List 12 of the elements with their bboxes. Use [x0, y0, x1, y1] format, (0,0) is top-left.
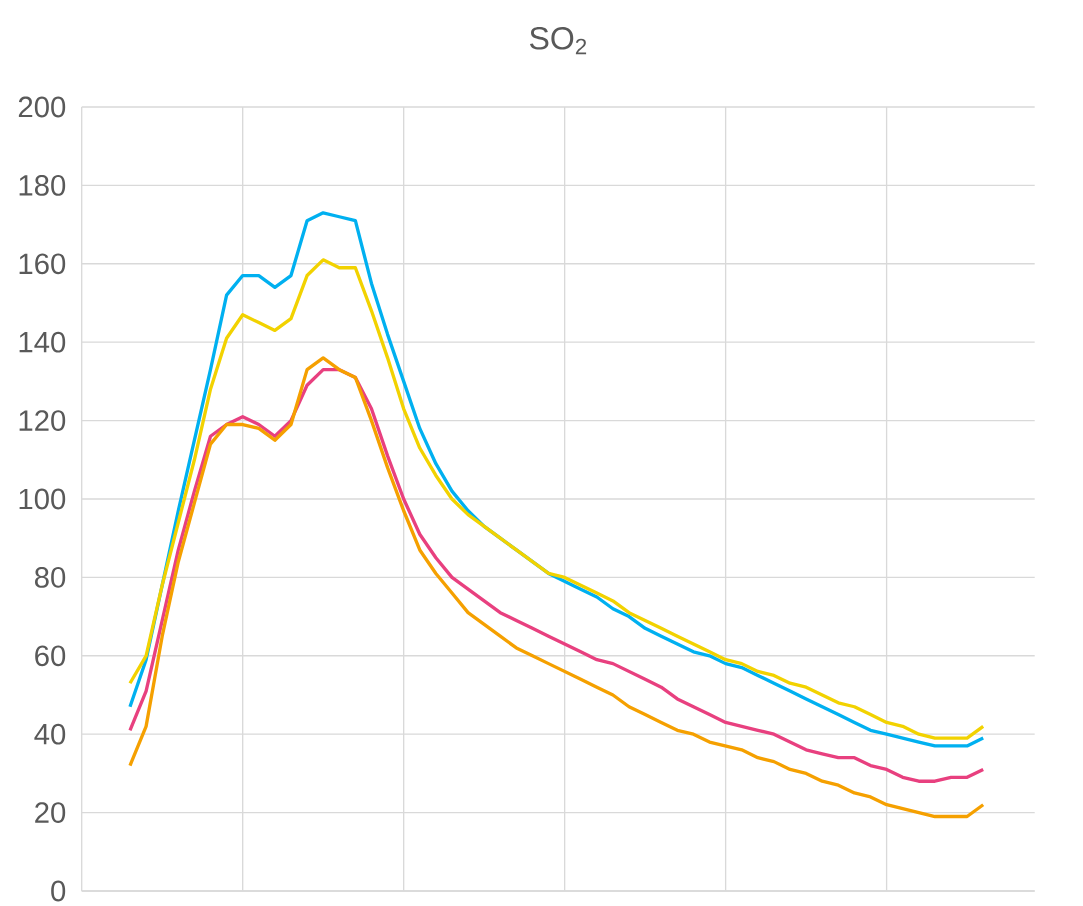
y-tick-label: 0 [51, 880, 66, 902]
y-tick-label: 40 [34, 723, 66, 745]
y-tick-label: 160 [19, 253, 66, 275]
y-tick-label: 20 [35, 802, 66, 823]
y-tick-label: 80 [34, 566, 66, 588]
y-tick-label: 60 [35, 645, 66, 667]
y-tick-label: 140 [19, 331, 66, 353]
chart-title: SO$_{2}$ [529, 26, 587, 55]
y-tick-label: 180 [19, 175, 66, 196]
y-tick-label: 100 [19, 488, 66, 510]
y-tick-label: 120 [19, 410, 66, 431]
y-tick-label: 200 [18, 96, 66, 118]
